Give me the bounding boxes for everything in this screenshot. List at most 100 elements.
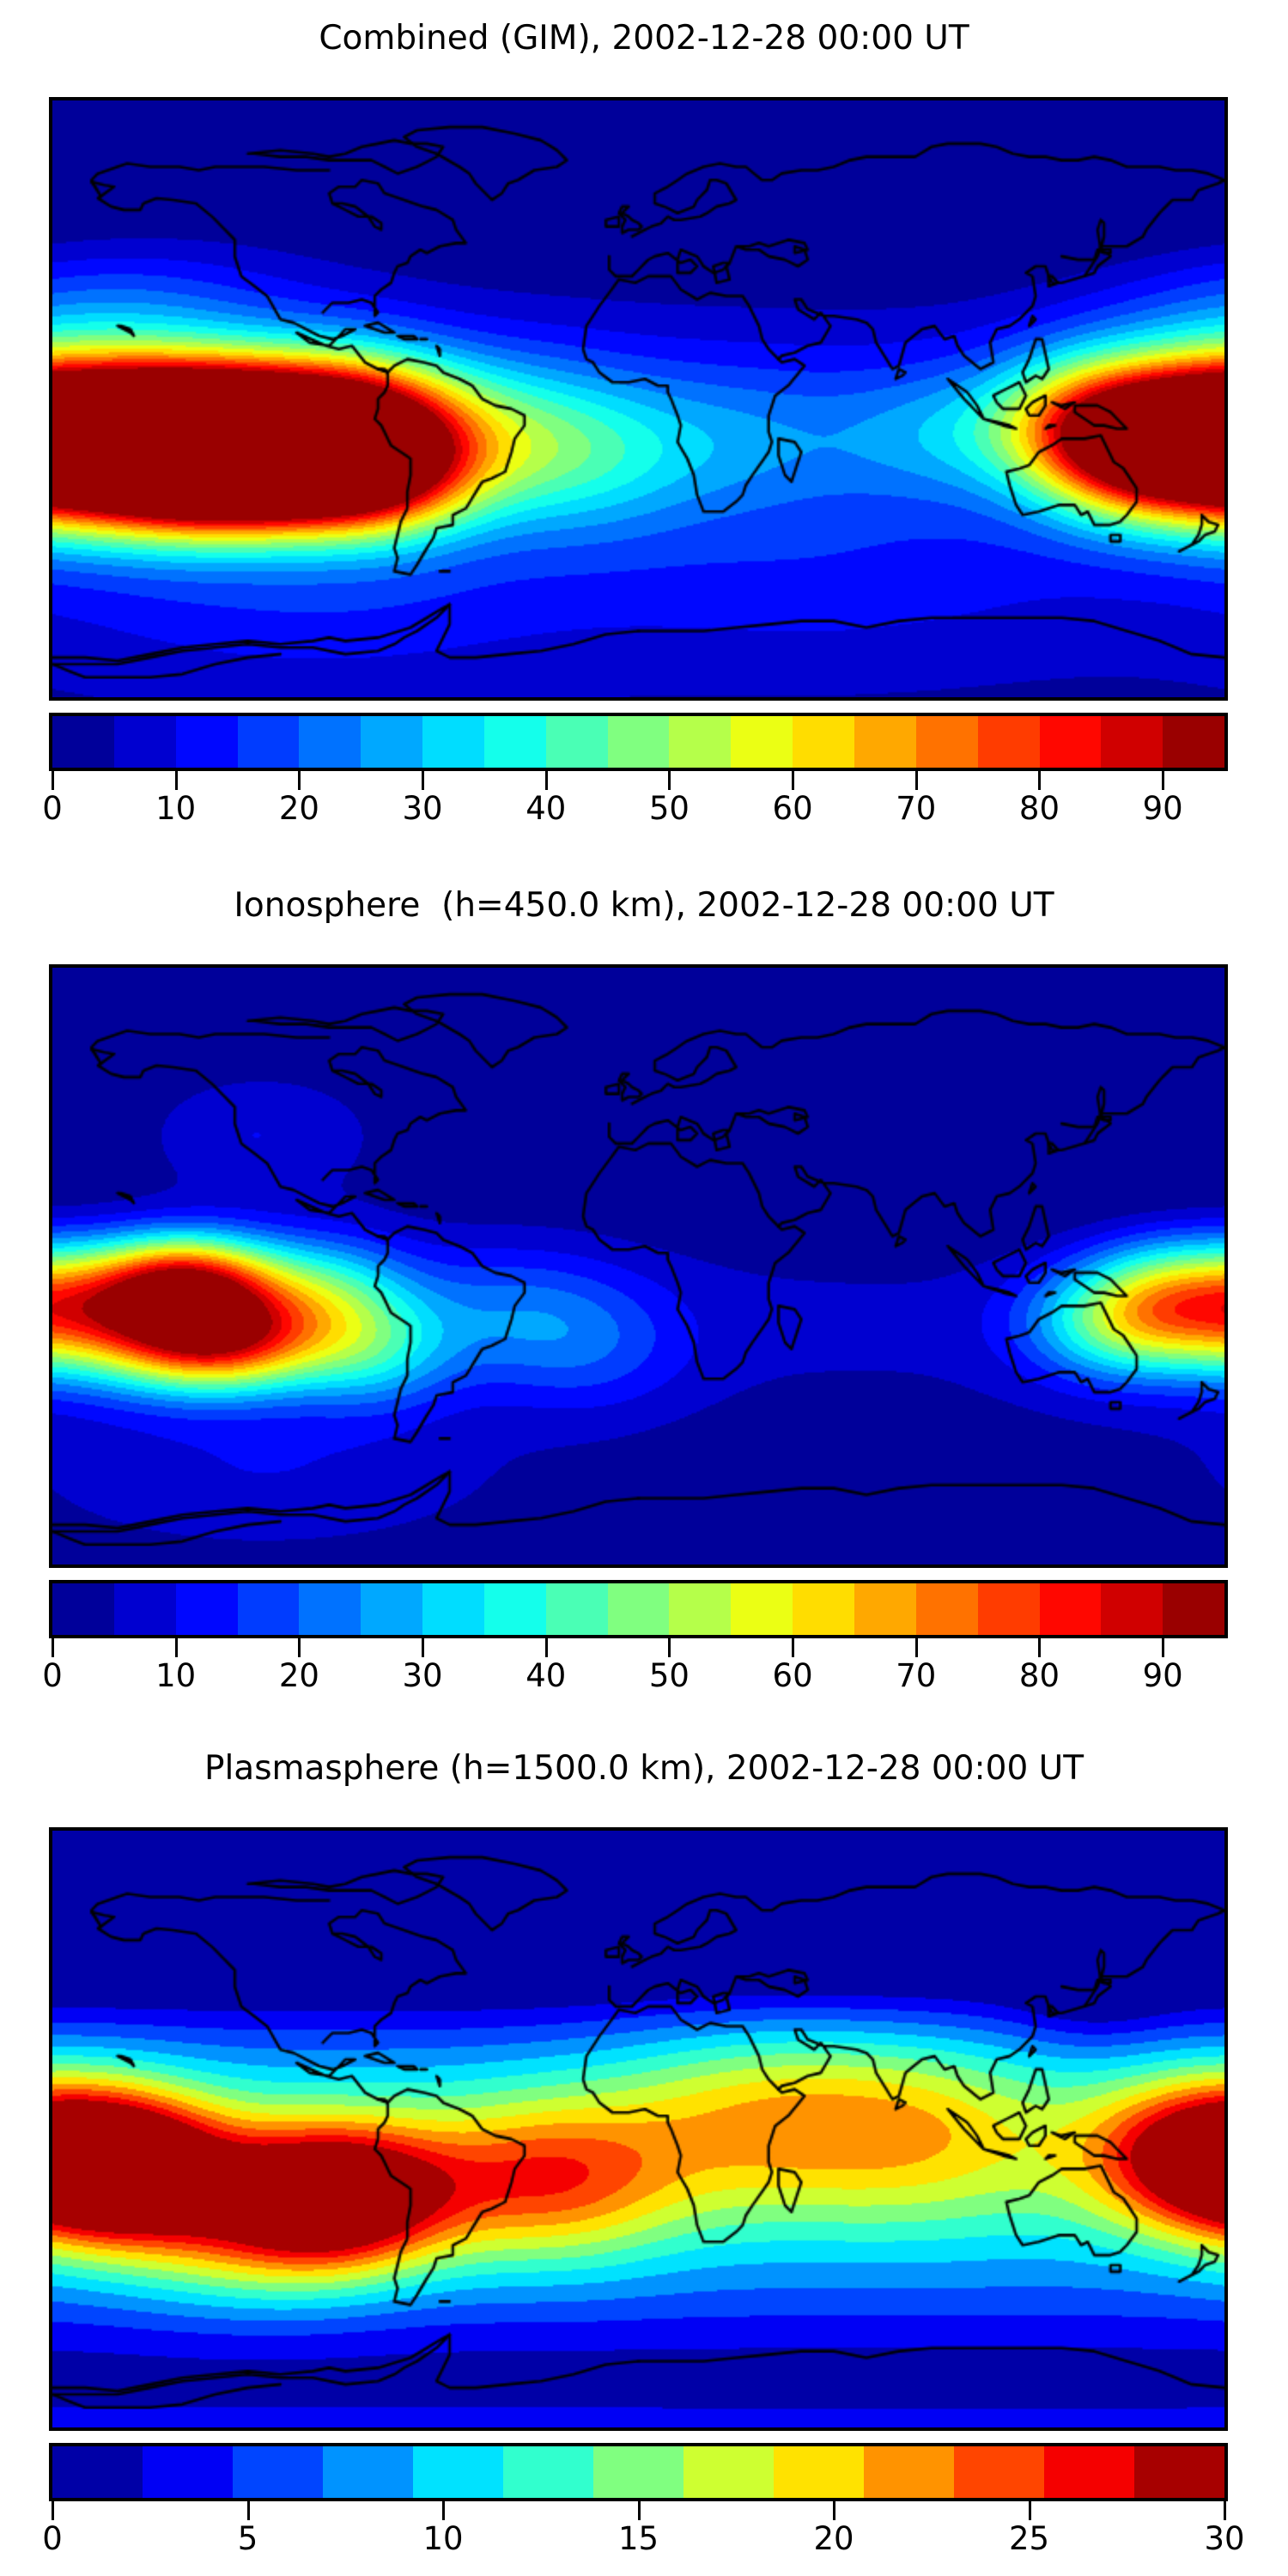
colorbar-plasmasphere: 0 5 10 15 20 25 30 xyxy=(42,2443,1245,2563)
colorbar-tick-label: 90 xyxy=(1142,790,1183,827)
colorbar-tick-label: 30 xyxy=(402,1657,443,1694)
colorbar-tick xyxy=(914,771,918,790)
colorbar-band xyxy=(361,716,423,768)
colorbar-tick-label: 90 xyxy=(1142,1657,1183,1694)
colorbar-tick xyxy=(1038,1638,1042,1657)
colorbar-band xyxy=(299,1583,361,1635)
colorbar-strip-combined-gim xyxy=(49,713,1228,771)
colorbar-tick xyxy=(637,2501,641,2520)
colorbar-tick xyxy=(1038,771,1042,790)
colorbar-strip-ionosphere xyxy=(49,1580,1228,1638)
colorbar-band xyxy=(113,716,176,768)
map-canvas-ionosphere xyxy=(52,968,1224,1564)
colorbar-tick xyxy=(1028,2501,1031,2520)
colorbar-band xyxy=(175,716,238,768)
colorbar-tick-label: 50 xyxy=(648,1657,690,1694)
colorbar-tick-label: 80 xyxy=(1018,1657,1060,1694)
colorbar-band xyxy=(545,716,608,768)
colorbar-combined-gim: 0 10 20 30 40 50 60 70 80 90 xyxy=(42,713,1228,833)
colorbar-band xyxy=(237,1583,300,1635)
colorbar-band xyxy=(175,1583,238,1635)
colorbar-tick xyxy=(298,1638,301,1657)
colorbar-band xyxy=(1101,1583,1163,1635)
colorbar-strip-plasmasphere xyxy=(49,2443,1228,2501)
colorbar-tick xyxy=(1162,1638,1165,1657)
colorbar-tick-label: 40 xyxy=(526,1657,567,1694)
colorbar-band xyxy=(683,2446,774,2498)
colorbar-tick xyxy=(914,1638,918,1657)
colorbar-band xyxy=(854,1583,916,1635)
colorbar-band xyxy=(793,716,854,768)
colorbar-tick-label: 15 xyxy=(617,2520,659,2557)
colorbar-ionosphere: 0 10 20 30 40 50 60 70 80 90 xyxy=(42,1580,1228,1700)
colorbar-tick-label: 80 xyxy=(1018,790,1060,827)
colorbar-tick-label: 30 xyxy=(1204,2520,1245,2557)
colorbar-band xyxy=(864,2446,954,2498)
colorbar-tick xyxy=(792,771,795,790)
colorbar-tick xyxy=(52,2501,54,2520)
colorbar-tick xyxy=(246,2501,250,2520)
colorbar-tick xyxy=(298,771,301,790)
colorbar-labels-combined-gim: 0 10 20 30 40 50 60 70 80 90 xyxy=(42,790,1228,833)
colorbar-tick-label: 70 xyxy=(896,790,937,827)
colorbar-tick xyxy=(174,1638,178,1657)
colorbar-tick xyxy=(833,2501,835,2520)
panel-title-plasmasphere: Plasmasphere (h=1500.0 km), 2002-12-28 0… xyxy=(204,1749,1084,1788)
colorbar-tick-label: 0 xyxy=(42,790,63,827)
colorbar-band xyxy=(52,1583,114,1635)
colorbar-band xyxy=(793,1583,854,1635)
colorbar-band xyxy=(1163,716,1224,768)
colorbar-band xyxy=(669,716,732,768)
colorbar-band xyxy=(323,2446,413,2498)
colorbar-tick xyxy=(668,771,671,790)
colorbar-tick-label: 5 xyxy=(237,2520,258,2557)
colorbar-band xyxy=(774,2446,864,2498)
colorbar-ticks-ionosphere xyxy=(49,1638,1228,1657)
colorbar-band xyxy=(854,716,916,768)
colorbar-band xyxy=(503,2446,593,2498)
map-combined-gim xyxy=(49,97,1228,701)
colorbar-band xyxy=(52,716,114,768)
colorbar-tick xyxy=(1162,771,1165,790)
colorbar-band xyxy=(483,716,546,768)
colorbar-band xyxy=(607,1583,670,1635)
colorbar-band xyxy=(143,2446,233,2498)
colorbar-band xyxy=(237,716,300,768)
colorbar-band xyxy=(1039,716,1102,768)
colorbar-band xyxy=(422,716,484,768)
colorbar-tick-label: 20 xyxy=(813,2520,854,2557)
colorbar-band xyxy=(361,1583,423,1635)
colorbar-band xyxy=(977,716,1040,768)
colorbar-tick xyxy=(1224,2501,1226,2520)
colorbar-band xyxy=(1039,1583,1102,1635)
colorbar-band xyxy=(413,2446,503,2498)
colorbar-band xyxy=(915,716,978,768)
colorbar-tick-label: 20 xyxy=(278,1657,319,1694)
map-canvas-combined-gim xyxy=(52,100,1224,697)
colorbar-band xyxy=(1134,2446,1224,2498)
colorbar-band xyxy=(593,2446,683,2498)
panel-title-combined-gim: Combined (GIM), 2002-12-28 00:00 UT xyxy=(319,19,969,58)
colorbar-tick xyxy=(544,1638,548,1657)
colorbar-band xyxy=(977,1583,1040,1635)
colorbar-ticks-combined-gim xyxy=(49,771,1228,790)
colorbar-tick xyxy=(422,771,425,790)
colorbar-tick-label: 10 xyxy=(155,1657,197,1694)
colorbar-tick-label: 60 xyxy=(772,1657,813,1694)
colorbar-tick-label: 10 xyxy=(155,790,197,827)
colorbar-band xyxy=(483,1583,546,1635)
colorbar-tick xyxy=(668,1638,671,1657)
colorbar-band xyxy=(1044,2446,1134,2498)
colorbar-tick xyxy=(792,1638,795,1657)
colorbar-band xyxy=(113,1583,176,1635)
colorbar-tick xyxy=(442,2501,445,2520)
colorbar-band xyxy=(422,1583,484,1635)
colorbar-tick-label: 40 xyxy=(526,790,567,827)
colorbar-band xyxy=(731,716,793,768)
colorbar-band xyxy=(233,2446,323,2498)
colorbar-tick xyxy=(52,1638,54,1657)
colorbar-tick-label: 0 xyxy=(42,1657,63,1694)
colorbar-tick-label: 30 xyxy=(402,790,443,827)
colorbar-tick xyxy=(174,771,178,790)
colorbar-band xyxy=(1101,716,1163,768)
